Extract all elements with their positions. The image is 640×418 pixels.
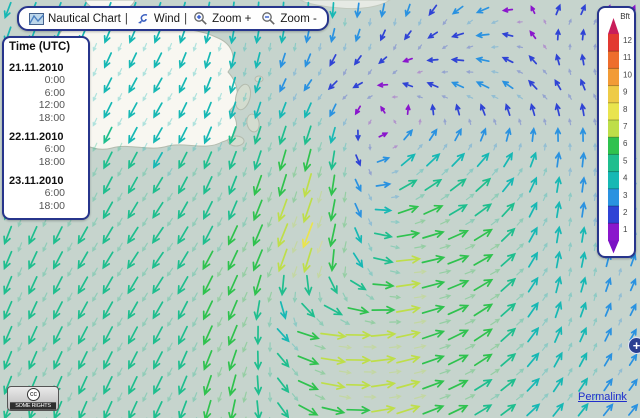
time-date: 23.11.2010 bbox=[9, 175, 64, 187]
nautical-chart-button[interactable]: Nautical Chart bbox=[29, 12, 121, 26]
wind-button[interactable]: Wind bbox=[134, 12, 180, 26]
legend-title: Bft bbox=[620, 12, 630, 21]
svg-text:10: 10 bbox=[623, 70, 632, 79]
zoom-out-button[interactable]: Zoom - bbox=[261, 11, 317, 26]
time-option[interactable]: 6:00 bbox=[44, 187, 65, 199]
toolbar-separator: | bbox=[184, 12, 188, 25]
time-panel: Time (UTC) 21.11.2010 0:00 6:00 12:00 18:00 2… bbox=[2, 36, 90, 220]
toolbar-label: Zoom - bbox=[280, 12, 317, 25]
zoom-in-button[interactable]: Zoom + bbox=[193, 11, 251, 26]
time-option[interactable]: 6:00 bbox=[44, 86, 65, 99]
land-top-shoal bbox=[299, 0, 391, 10]
time-option[interactable]: 18:00 bbox=[38, 155, 65, 168]
zoom-out-icon bbox=[262, 12, 276, 25]
svg-text:5: 5 bbox=[623, 156, 628, 165]
svg-text:4: 4 bbox=[623, 174, 628, 183]
svg-text:11: 11 bbox=[623, 53, 632, 62]
time-date: 21.11.2010 bbox=[9, 62, 64, 74]
svg-text:6: 6 bbox=[623, 139, 628, 148]
time-panel-title: Time (UTC) bbox=[9, 41, 71, 53]
cc-logo-icon: cc bbox=[27, 388, 40, 401]
svg-text:2: 2 bbox=[623, 208, 628, 217]
cc-badge-text: SOME RIGHTS RESERVED bbox=[10, 402, 56, 410]
svg-text:12: 12 bbox=[623, 36, 632, 45]
toolbar-separator: | bbox=[124, 12, 128, 25]
svg-text:7: 7 bbox=[623, 122, 628, 131]
time-option[interactable]: 6:00 bbox=[44, 143, 65, 155]
time-option[interactable]: 18:00 bbox=[38, 111, 65, 124]
time-option[interactable]: 0:00 bbox=[44, 74, 65, 86]
svg-text:3: 3 bbox=[623, 191, 628, 200]
toolbar-label: Nautical Chart bbox=[48, 12, 121, 25]
island bbox=[246, 113, 260, 133]
island bbox=[234, 83, 252, 111]
time-option[interactable]: 18:00 bbox=[38, 199, 65, 212]
legend-colorbar: 12 11 10 9 8 7 6 5 4 3 2 1 bbox=[608, 18, 632, 254]
creative-commons-badge[interactable]: cc SOME RIGHTS RESERVED bbox=[7, 386, 59, 411]
zoom-in-icon bbox=[194, 12, 207, 25]
toolbar-label: Zoom + bbox=[212, 12, 252, 25]
toolbar: Nautical Chart | Wind | Zoom + bbox=[17, 6, 329, 31]
expand-button[interactable]: + bbox=[628, 337, 640, 354]
permalink-link[interactable]: Permalink bbox=[578, 391, 627, 403]
nautical-chart-icon bbox=[29, 12, 44, 25]
svg-text:8: 8 bbox=[623, 105, 628, 114]
toolbar-label: Wind bbox=[153, 12, 181, 25]
time-date: 22.11.2010 bbox=[9, 131, 64, 143]
time-option[interactable]: 12:00 bbox=[38, 99, 65, 111]
time-groups: 21.11.2010 0:00 6:00 12:00 18:00 22.11.2010 6:… bbox=[9, 62, 83, 212]
wind-icon bbox=[137, 13, 148, 23]
beaufort-legend: Bft 12 11 10 9 8 7 6 5 4 3 2 1 bbox=[597, 6, 636, 258]
svg-text:9: 9 bbox=[623, 88, 628, 97]
svg-text:1: 1 bbox=[623, 225, 628, 234]
